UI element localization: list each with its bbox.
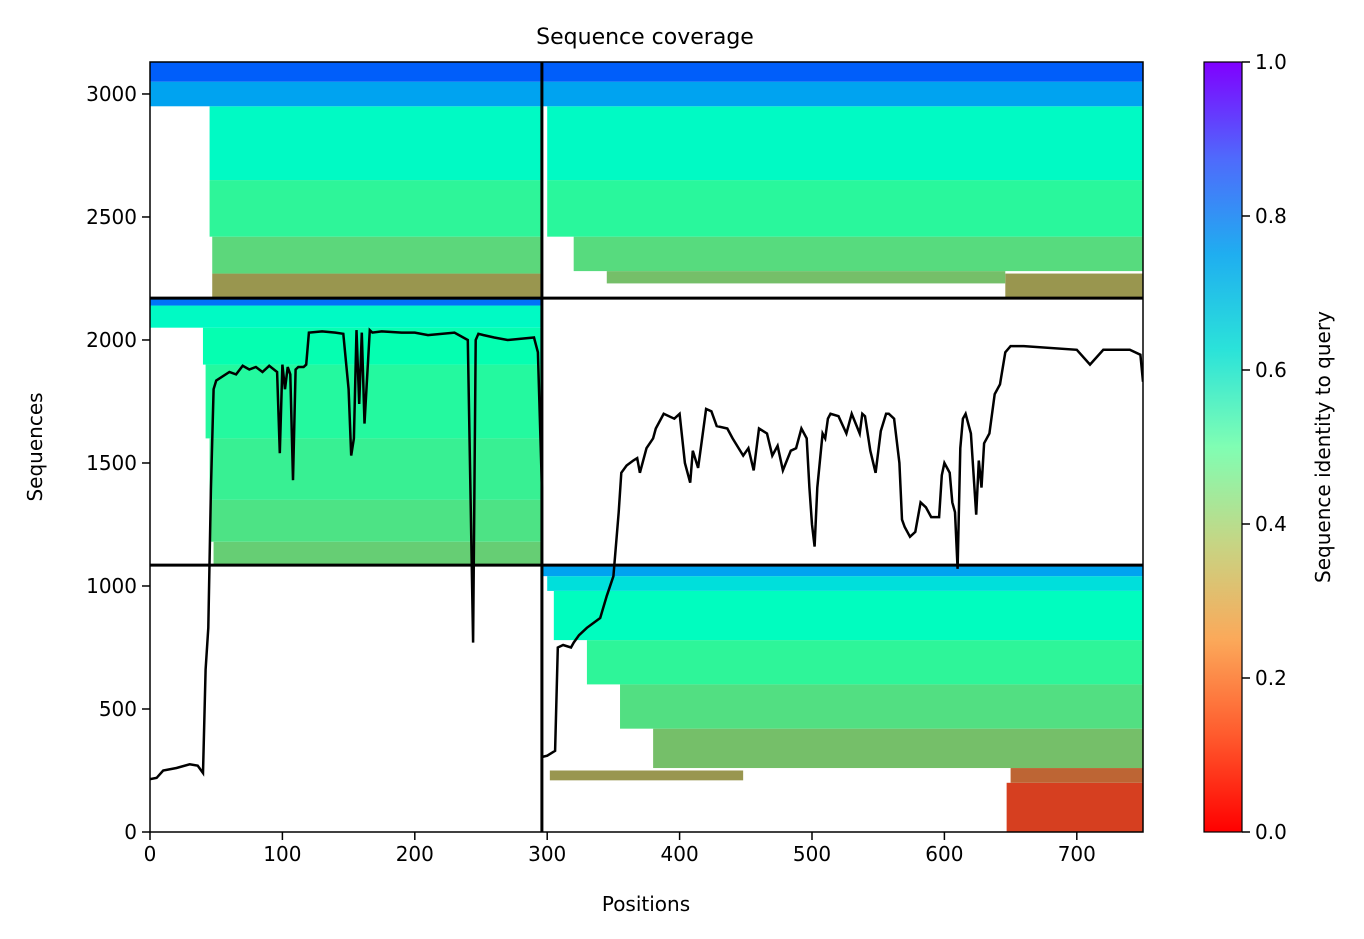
x-tick-label: 600: [925, 842, 963, 866]
y-tick-label: 2500: [86, 205, 137, 229]
colorbar-tick-label: 0.2: [1255, 666, 1287, 690]
colorbar-tick-label: 0.8: [1255, 204, 1287, 228]
coverage-band: [209, 499, 542, 542]
block-middle-left: [150, 298, 542, 566]
coverage-band: [547, 106, 1143, 181]
colorbar-tick-label: 0.6: [1255, 358, 1287, 382]
block-top-right: [541, 62, 1143, 299]
colorbar-gradient: [1203, 61, 1243, 833]
y-axis-label: Sequences: [23, 392, 47, 501]
x-tick-label: 400: [661, 842, 699, 866]
coverage-band: [1006, 782, 1143, 832]
coverage-band: [209, 438, 542, 500]
coverage-band: [150, 298, 542, 306]
coverage-band: [549, 770, 744, 781]
x-tick-label: 500: [793, 842, 831, 866]
y-tick-label: 1000: [86, 574, 137, 598]
colorbar-ticks: 0.0 0.2 0.4 0.6 0.8 1.0: [1242, 50, 1287, 844]
coverage-band: [209, 106, 542, 181]
coverage-band: [606, 271, 1006, 284]
x-tick-label: 700: [1058, 842, 1096, 866]
coverage-band: [620, 684, 1143, 729]
y-tick-label: 3000: [86, 82, 137, 106]
coverage-band: [150, 62, 542, 82]
coverage-band: [212, 273, 542, 299]
coverage-band: [1010, 768, 1143, 783]
coverage-line: [150, 327, 1143, 781]
plot-frame: [149, 61, 1144, 833]
y-tick-label: 500: [99, 697, 137, 721]
coverage-band: [547, 180, 1143, 237]
y-tick-label: 1500: [86, 451, 137, 475]
plot-area: [149, 61, 1144, 833]
x-tick-label: 200: [396, 842, 434, 866]
block-bottom-right: [541, 565, 1143, 832]
colorbar-tick-label: 0.4: [1255, 512, 1287, 536]
y-axis-ticks: 0 500 1000 1500 2000 2500 3000: [86, 82, 150, 844]
coverage-band: [1005, 273, 1143, 299]
coverage-band: [547, 576, 1143, 591]
x-tick-label: 100: [263, 842, 301, 866]
colorbar: 0.0 0.2 0.4 0.6 0.8 1.0 Sequence identity to …: [1203, 50, 1335, 844]
y-tick-label: 2000: [86, 328, 137, 352]
coverage-band: [213, 541, 542, 566]
coverage-band: [212, 236, 542, 274]
coverage-band: [541, 565, 1143, 577]
coverage-band: [586, 640, 1143, 685]
colorbar-tick-label: 0.0: [1255, 820, 1287, 844]
x-tick-label: 300: [528, 842, 566, 866]
coverage-band: [205, 364, 542, 439]
x-axis-ticks: 0 100 200 300 400 500 600 700: [144, 832, 1096, 866]
colorbar-label: Sequence identity to query: [1311, 311, 1335, 583]
coverage-band: [653, 728, 1143, 769]
x-axis-label: Positions: [602, 892, 690, 916]
block-top-left: [150, 62, 542, 299]
coverage-band: [541, 81, 1143, 107]
coverage-band: [209, 180, 542, 237]
coverage-band: [573, 236, 1143, 272]
chart-title: Sequence coverage: [536, 25, 754, 50]
heatmap: [150, 62, 1143, 832]
x-tick-label: 0: [144, 842, 157, 866]
coverage-band: [541, 62, 1143, 82]
coverage-band: [553, 590, 1143, 641]
coverage-band: [150, 305, 542, 328]
colorbar-tick-label: 1.0: [1255, 50, 1287, 74]
coverage-band: [150, 81, 542, 107]
y-tick-label: 0: [124, 820, 137, 844]
